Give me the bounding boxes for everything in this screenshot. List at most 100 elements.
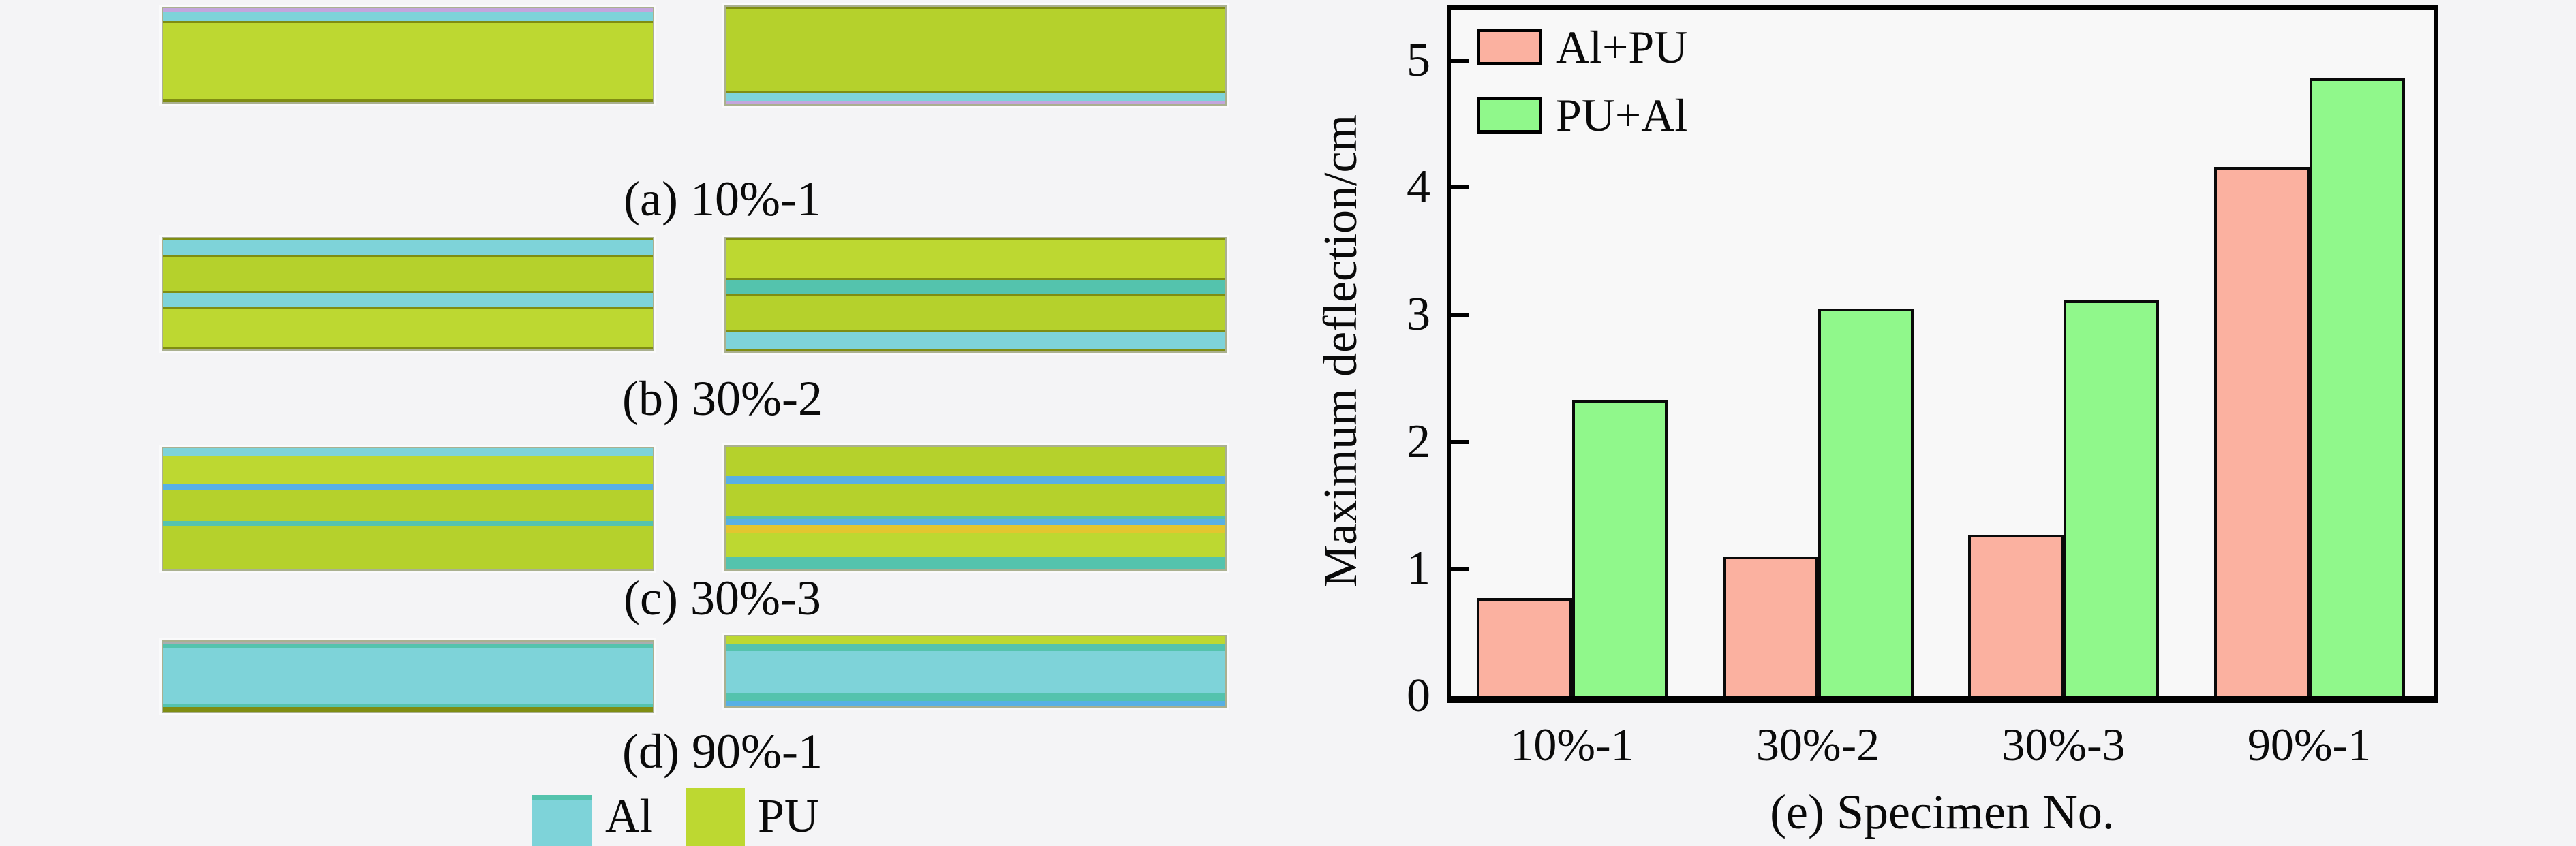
bar-PUAl-30%-3 bbox=[2064, 300, 2159, 696]
al-color-swatch bbox=[532, 795, 592, 846]
specimen-image-b-left bbox=[162, 237, 654, 351]
material-layer-pu bbox=[163, 309, 653, 347]
material-layer-teal bbox=[726, 280, 1225, 294]
plot-area: Al+PU PU+Al bbox=[1451, 10, 2434, 696]
material-layer-olive bbox=[163, 238, 653, 241]
bar-AlPU-90%-1 bbox=[2213, 167, 2310, 696]
caption-a: (a) 10%-1 bbox=[624, 172, 821, 226]
caption-b: (b) 30%-2 bbox=[622, 371, 823, 426]
y-axis-tick bbox=[1451, 313, 1469, 317]
y-tick-label-5: 5 bbox=[1407, 33, 1430, 87]
material-layer-blue bbox=[726, 700, 1225, 706]
pu-legend-label: PU bbox=[758, 790, 819, 843]
material-layer-al bbox=[726, 332, 1225, 349]
specimen-image-a-right bbox=[724, 5, 1227, 106]
bar-AlPU-30%-2 bbox=[1722, 556, 1818, 696]
material-layer-al bbox=[163, 12, 653, 22]
y-tick-label-4: 4 bbox=[1407, 161, 1430, 214]
chart-legend: Al+PU PU+Al bbox=[1477, 22, 1687, 158]
material-layer-olive bbox=[163, 255, 653, 257]
bar-AlPU-10%-1 bbox=[1477, 598, 1572, 696]
x-tick-labels: 10%-1 30%-2 30%-3 90%-1 bbox=[1451, 715, 2434, 777]
y-axis-tick bbox=[1451, 567, 1469, 571]
specimen-image-d-left bbox=[162, 640, 654, 713]
specimen-image-c-right bbox=[724, 445, 1227, 571]
material-layer-al bbox=[726, 650, 1225, 694]
material-layer-olive bbox=[726, 7, 1225, 9]
material-layer-olive bbox=[726, 349, 1225, 351]
material-layer-olive bbox=[163, 347, 653, 349]
material-layer-al bbox=[726, 93, 1225, 101]
material-layer-pu_speckle bbox=[163, 525, 653, 569]
material-layer-amber bbox=[726, 525, 1225, 533]
material-layer-olive bbox=[726, 238, 1225, 241]
x-tick-label-30%-2: 30%-2 bbox=[1755, 719, 1880, 770]
x-tick-label-90%-1: 90%-1 bbox=[2247, 719, 2372, 770]
al-legend-label: Al bbox=[605, 790, 653, 843]
y-tick-labels: 0 1 2 3 4 5 bbox=[0, 10, 1430, 719]
material-layer-gray bbox=[163, 642, 653, 644]
legend-swatch-pual bbox=[1477, 97, 1542, 134]
caption-c: (c) 30%-3 bbox=[624, 571, 821, 625]
material-layer-pu bbox=[726, 240, 1225, 279]
legend-label-alpu: Al+PU bbox=[1556, 21, 1688, 73]
material-layer-teal bbox=[163, 644, 653, 649]
material-layer-al bbox=[163, 448, 653, 457]
material-layer-olive bbox=[163, 307, 653, 310]
material-layer-olive bbox=[163, 99, 653, 102]
material-layer-blue bbox=[726, 476, 1225, 484]
material-layer-olive bbox=[726, 278, 1225, 281]
y-tick-label-1: 1 bbox=[1407, 542, 1430, 595]
bar-PUAl-10%-1 bbox=[1572, 400, 1668, 696]
material-layer-lavender bbox=[163, 8, 653, 12]
material-layer-pu bbox=[726, 636, 1225, 645]
specimen-image-d-right bbox=[724, 635, 1227, 708]
material-layer-teal bbox=[726, 644, 1225, 651]
material-layer-blue bbox=[163, 484, 653, 490]
legend-swatch-alpu bbox=[1477, 29, 1542, 65]
bar-PUAl-30%-2 bbox=[1818, 308, 1914, 696]
plot-frame: Al+PU PU+Al bbox=[1447, 5, 2438, 703]
material-layer-pu bbox=[726, 532, 1225, 557]
material-layer-teal bbox=[163, 520, 653, 526]
x-tick-label-10%-1: 10%-1 bbox=[1510, 719, 1634, 770]
material-layer-olive bbox=[726, 90, 1225, 94]
x-tick-label-30%-3: 30%-3 bbox=[2002, 719, 2126, 770]
y-tick-label-3: 3 bbox=[1407, 288, 1430, 341]
pu-color-swatch bbox=[686, 788, 745, 846]
material-layer-pu_speckle bbox=[726, 296, 1225, 330]
legend-entry-alpu: Al+PU bbox=[1477, 22, 1687, 72]
caption-d: (d) 90%-1 bbox=[622, 724, 823, 779]
material-layer-olive bbox=[726, 294, 1225, 296]
x-axis-title: (e) Specimen No. bbox=[1770, 785, 2115, 839]
material-layer-olive bbox=[163, 706, 653, 712]
bar-PUAl-90%-1 bbox=[2309, 78, 2405, 696]
material-layer-pu_speckle bbox=[726, 447, 1225, 477]
y-axis-tick bbox=[1451, 58, 1469, 63]
specimen-image-c-left bbox=[162, 447, 654, 571]
material-layer-pu_speckle bbox=[163, 489, 653, 521]
material-layer-olive bbox=[163, 21, 653, 24]
material-layer-pu_speckle bbox=[163, 257, 653, 291]
material-layer-al bbox=[163, 292, 653, 308]
material-layer-al bbox=[163, 648, 653, 704]
material-layer-pu bbox=[163, 456, 653, 485]
material-layer-lavender bbox=[726, 101, 1225, 104]
material-layer-al bbox=[163, 240, 653, 255]
material-layer-teal bbox=[163, 703, 653, 707]
legend-label-pual: PU+Al bbox=[1556, 89, 1688, 141]
material-layer-teal bbox=[726, 693, 1225, 701]
material-layer-blue bbox=[726, 519, 1225, 526]
material-layer-olive bbox=[726, 330, 1225, 332]
legend-entry-pual: PU+Al bbox=[1477, 90, 1687, 140]
material-layer-teal bbox=[726, 515, 1225, 520]
material-layer-pu_speckle bbox=[726, 483, 1225, 516]
y-axis-tick bbox=[1451, 185, 1469, 190]
bar-AlPU-30%-3 bbox=[1968, 534, 2064, 696]
specimen-image-a-left bbox=[162, 7, 654, 104]
material-layer-pu bbox=[163, 23, 653, 99]
specimen-image-b-right bbox=[724, 237, 1227, 353]
material-layer-olive bbox=[163, 290, 653, 293]
material-layer-teal bbox=[726, 557, 1225, 569]
